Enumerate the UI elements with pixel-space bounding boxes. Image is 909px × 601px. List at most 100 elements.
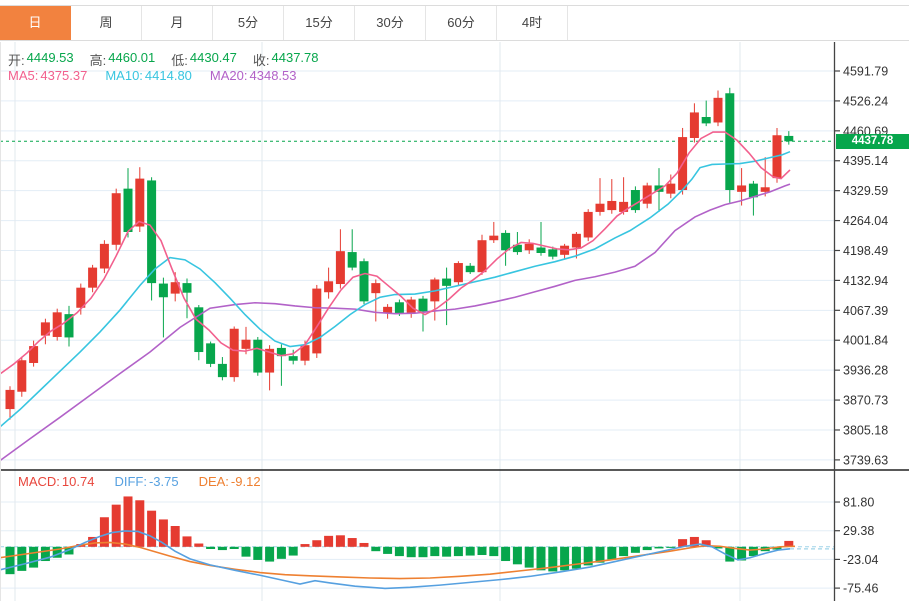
price-axis: 4591.794526.244460.694395.144329.594264.…	[834, 65, 888, 467]
macd-bar	[465, 546, 475, 556]
ma10-value: MA10: 4414.80	[105, 68, 192, 83]
candle	[595, 203, 605, 212]
candle	[40, 322, 50, 336]
price-axis-label: 4132.94	[843, 274, 888, 288]
macd-bar	[241, 546, 251, 557]
low-value-label: 低:	[171, 53, 188, 68]
tab-30min[interactable]: 30分	[355, 6, 426, 40]
open-value-label: 开:	[8, 53, 25, 68]
candle	[583, 211, 593, 238]
macd-bar	[442, 546, 452, 557]
macd-bar	[371, 546, 381, 552]
macd-bar	[135, 500, 145, 547]
macd-bar	[158, 519, 168, 547]
macd-bar	[206, 546, 216, 549]
macd-bar	[253, 546, 263, 560]
macd-bar	[300, 544, 310, 547]
tab-week[interactable]: 周	[71, 6, 142, 40]
price-axis-label: 4264.04	[843, 214, 888, 228]
ma20-value: MA20: 4348.53	[210, 68, 297, 83]
macd-axis-label: -23.04	[843, 553, 878, 567]
macd-bar	[418, 546, 428, 558]
macd-bar	[512, 546, 522, 565]
close-value-number: 4437.78	[271, 50, 319, 65]
macd-bar	[536, 546, 546, 571]
macd-bar	[748, 546, 758, 557]
ohlc-legend: 开: 4449.53 高: 4460.01 低: 4430.47 收: 4437.78	[8, 50, 319, 69]
high-value: 高: 4460.01	[90, 50, 156, 69]
macd-bar	[335, 535, 345, 547]
macd-bar	[52, 546, 62, 558]
macd-bar	[607, 546, 617, 560]
tab-day[interactable]: 日	[0, 6, 71, 40]
macd-bar	[678, 539, 688, 547]
macd-bar	[583, 546, 593, 566]
candle	[453, 263, 463, 283]
candle	[548, 249, 558, 257]
candle	[147, 180, 157, 284]
dea-value-number: -9.12	[230, 474, 261, 489]
close-value-label: 收:	[252, 53, 270, 68]
candle	[689, 112, 699, 138]
candle	[607, 200, 617, 211]
candle	[418, 298, 428, 312]
macd-bar	[725, 546, 735, 562]
macd-bar	[265, 546, 275, 562]
diff-value-number: -3.75	[148, 474, 179, 489]
open-value-number: 4449.53	[26, 50, 74, 65]
price-axis-label: 4067.39	[843, 304, 888, 318]
macd-bar	[654, 546, 664, 549]
open-value: 开: 4449.53	[8, 50, 74, 69]
ma20-value-number: 4348.53	[249, 68, 297, 83]
tab-15min[interactable]: 15分	[284, 6, 355, 40]
macd-value-number: 10.74	[61, 474, 95, 489]
candle	[194, 307, 204, 353]
macd-bar	[312, 540, 322, 547]
candle	[229, 328, 239, 378]
candle	[300, 345, 310, 361]
candle	[99, 243, 109, 269]
candle	[29, 346, 39, 363]
ma5-value-number: 4375.37	[40, 68, 88, 83]
candle	[737, 185, 747, 192]
macd-bar	[501, 546, 511, 562]
macd-axis-label: -75.46	[843, 582, 878, 596]
tab-month[interactable]: 月	[142, 6, 213, 40]
diff-value: DIFF: -3.75	[114, 474, 178, 489]
candle	[253, 339, 263, 373]
macd-bar	[524, 546, 534, 568]
candle	[760, 187, 770, 192]
price-axis-label: 4329.59	[843, 184, 888, 198]
candle	[394, 302, 404, 314]
tab-5min[interactable]: 5分	[213, 6, 284, 40]
candle	[512, 244, 522, 253]
candle	[442, 278, 452, 286]
candle	[359, 261, 369, 302]
tab-60min[interactable]: 60分	[426, 6, 497, 40]
candle	[182, 283, 192, 293]
macd-value-label: MACD:	[18, 474, 60, 489]
macd-bar	[630, 546, 640, 553]
low-value: 低: 4430.47	[171, 50, 237, 69]
ma5-line	[0, 131, 791, 375]
candle	[5, 389, 15, 410]
macd-bar	[383, 546, 393, 554]
macd-bar	[123, 496, 133, 547]
diff-value-label: DIFF:	[114, 474, 147, 489]
candle	[465, 265, 475, 273]
price-axis-label: 4001.84	[843, 334, 888, 348]
candle	[265, 348, 275, 373]
macd-bar	[642, 546, 652, 551]
candle	[784, 135, 794, 142]
candle	[206, 343, 216, 364]
macd-bar	[99, 517, 109, 547]
price-axis-label: 4591.79	[843, 65, 888, 79]
candle	[324, 281, 334, 293]
dea-value-label: DEA:	[198, 474, 229, 489]
candle	[748, 183, 758, 198]
close-value: 收: 4437.78	[253, 50, 319, 69]
tab-4hour[interactable]: 4时	[497, 6, 568, 40]
dea-value: DEA: -9.12	[199, 474, 261, 489]
candle	[158, 283, 168, 298]
